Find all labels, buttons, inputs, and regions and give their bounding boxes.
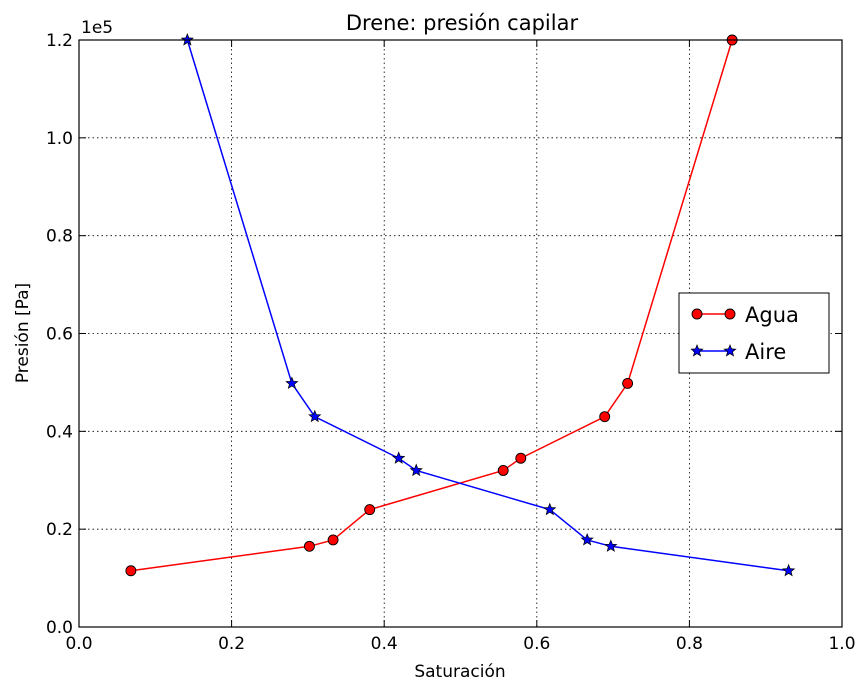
axis-ticks: 0.0 0.2 0.4 0.6 0.8 1.0 0.0 0.2 0.4 0.6 0.8 1.0 1.2 bbox=[46, 31, 856, 654]
chart-title: Drene: presión capilar bbox=[346, 11, 579, 35]
x-tick-label: 0.4 bbox=[371, 634, 398, 654]
data-point-agua bbox=[364, 504, 376, 516]
y-tick-label: 0.4 bbox=[46, 422, 73, 442]
y-tick-label: 1.0 bbox=[46, 129, 73, 149]
x-tick-label: 0.6 bbox=[523, 634, 550, 654]
legend: Agua Aire bbox=[678, 292, 830, 374]
data-point-agua bbox=[303, 540, 315, 552]
x-tick-label: 1.0 bbox=[828, 634, 855, 654]
data-point-agua bbox=[125, 565, 137, 577]
legend-marker-aire bbox=[723, 344, 737, 357]
y-tick-label: 0.8 bbox=[46, 227, 73, 247]
x-tick-label: 0.2 bbox=[218, 634, 245, 654]
y-tick-label: 1.2 bbox=[46, 31, 73, 51]
data-point-aire bbox=[543, 502, 557, 516]
data-point-agua bbox=[599, 411, 611, 423]
legend-box bbox=[678, 292, 830, 374]
data-point-aire bbox=[409, 463, 423, 477]
legend-label-agua: Agua bbox=[745, 303, 799, 327]
y-tick-label: 0.0 bbox=[46, 618, 73, 638]
y-offset-label: 1e5 bbox=[81, 18, 113, 38]
legend-label-aire: Aire bbox=[745, 340, 786, 364]
data-point-aire bbox=[781, 563, 796, 577]
x-tick-label: 0.0 bbox=[65, 634, 92, 654]
data-point-aire bbox=[285, 376, 299, 390]
data-point-aire bbox=[604, 539, 618, 552]
data-point-aire bbox=[392, 451, 406, 464]
data-point-agua bbox=[327, 534, 339, 546]
x-axis-label: Saturación bbox=[414, 662, 505, 682]
y-tick-label: 0.6 bbox=[46, 325, 73, 345]
data-point-aire bbox=[308, 409, 322, 423]
x-tick-label: 0.8 bbox=[676, 634, 703, 654]
data-point-aire bbox=[580, 532, 594, 546]
y-axis-label: Presión [Pa] bbox=[13, 283, 33, 383]
legend-marker-agua bbox=[724, 308, 736, 320]
legend-marker-agua bbox=[691, 308, 703, 320]
y-tick-label: 0.2 bbox=[46, 520, 73, 540]
data-point-agua bbox=[497, 465, 509, 476]
series-line-agua bbox=[130, 39, 733, 572]
data-point-agua bbox=[622, 377, 634, 389]
data-point-agua bbox=[515, 452, 527, 464]
series-markers bbox=[125, 33, 796, 577]
legend-marker-aire bbox=[690, 344, 704, 357]
